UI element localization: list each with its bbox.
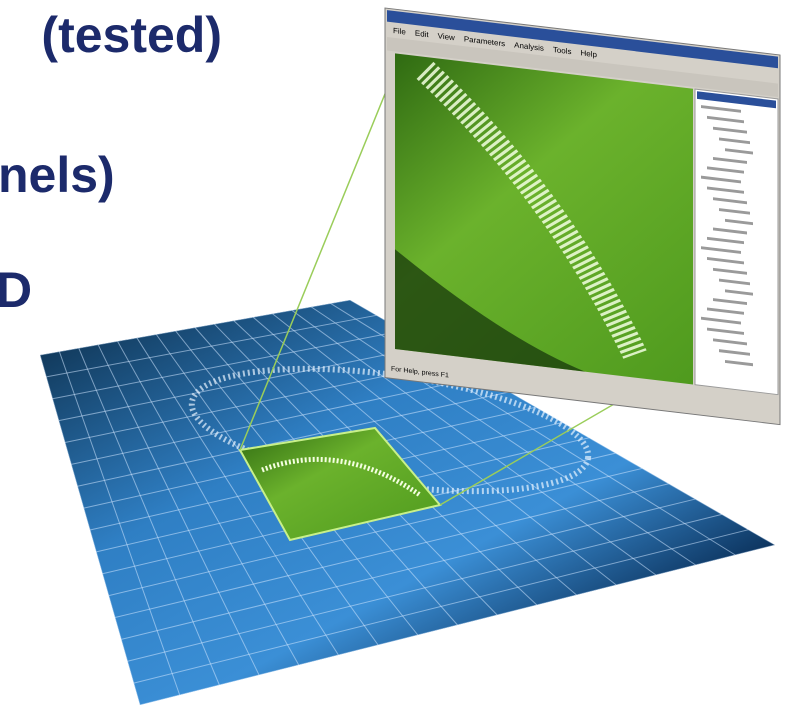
dark-region [395,249,585,372]
menu-bar: File Edit View Parameters Analysis Tools Help [393,26,598,59]
grid-line [121,498,696,640]
grid-line [291,309,657,576]
tree-row [701,175,741,184]
menu-item: Analysis [514,41,544,53]
grid-line [114,483,669,618]
grid-line [127,513,722,662]
panel-header [697,91,776,109]
tree-row [713,156,747,164]
grid-line [252,316,577,596]
tree-row [707,307,744,315]
tree-row [725,148,753,155]
menu-item: Help [581,48,598,59]
tree-row [725,218,753,226]
tree-row [707,166,744,174]
status-bar [387,353,778,422]
cell-band [261,456,422,498]
grid-line [133,529,749,684]
title-bar [387,10,778,69]
tree-row [719,349,750,356]
grid-line [272,313,617,586]
tree-row [719,208,750,215]
tree-row [713,227,747,235]
slide-text: (tested) [41,7,222,63]
grid-line [108,467,643,597]
tree-row [707,327,744,335]
tree-row [719,278,750,286]
toolbar [387,37,778,98]
tree-row [713,298,747,305]
tree-row [707,236,744,245]
tree-row [707,257,744,265]
tree-row [701,105,741,113]
grid-line [310,306,696,566]
tree-row [719,137,750,145]
tree-row [701,316,741,325]
menu-item: File [393,26,407,36]
menu-item: Tools [553,45,572,56]
tree-row [713,267,747,275]
cell-band [416,61,647,359]
tree-row [707,186,744,194]
tree-row [725,359,753,367]
tree-view [701,105,753,367]
slide-text: D [0,262,32,318]
tree-row [725,289,753,296]
tree-row [701,246,741,254]
tree-row [713,197,747,205]
app-window: File Edit View Parameters Analysis Tools Help … [384,7,781,426]
menu-item: Edit [415,29,430,40]
slide-text: nels) [0,147,115,203]
tree-row [713,126,747,134]
tree-row [707,115,744,124]
menu-item: View [438,31,456,42]
zoom-line [239,61,399,451]
tree-row [713,338,747,346]
